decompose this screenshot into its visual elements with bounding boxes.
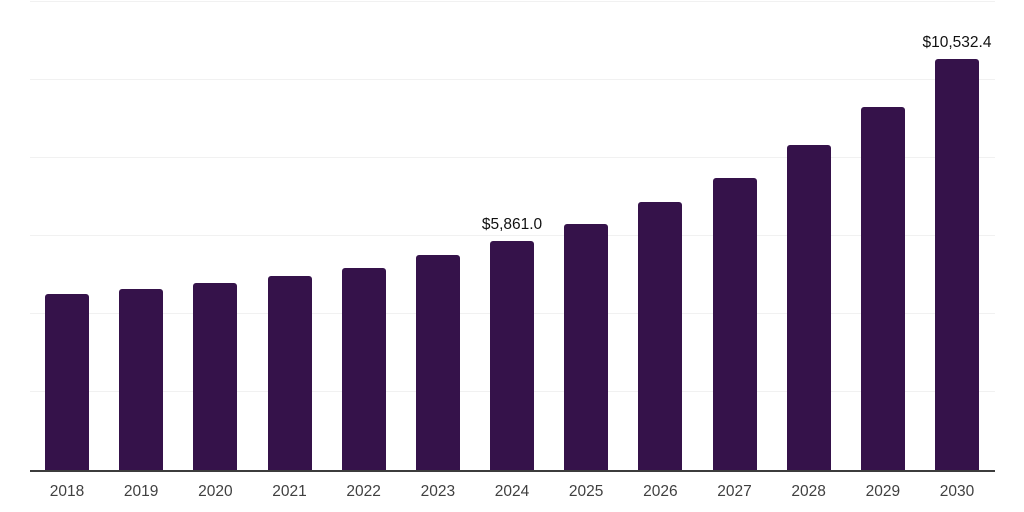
x-tick-2019: 2019 [123, 483, 159, 500]
gridline-8000 [30, 157, 995, 158]
x-tick-2024: 2024 [494, 483, 530, 500]
bar-2028 [786, 145, 831, 470]
data-label-2030: $10,532.4 [922, 34, 992, 52]
bar-2029 [860, 106, 905, 470]
bar-2020 [193, 283, 238, 470]
bar-2018 [45, 294, 89, 470]
x-tick-2020: 2020 [198, 483, 233, 500]
data-label-2024: $5,861.0 [481, 216, 543, 234]
bar-2021 [267, 275, 312, 470]
x-tick-2021: 2021 [272, 483, 307, 500]
bar-2024 [490, 241, 534, 470]
x-tick-2018: 2018 [49, 483, 85, 500]
gridline-6000 [30, 235, 995, 236]
x-tick-2022: 2022 [346, 483, 381, 500]
x-tick-2023: 2023 [420, 483, 456, 500]
plot-area: $5,861.0 $10,532.4 [30, 1, 995, 472]
bar-2030 [935, 59, 979, 470]
bar-2022 [341, 267, 386, 470]
x-tick-2030: 2030 [939, 483, 975, 500]
bar-2027 [712, 177, 757, 470]
bar-2025 [564, 223, 609, 470]
x-tick-2027: 2027 [717, 483, 752, 500]
x-tick-2028: 2028 [791, 483, 826, 500]
bar-2026 [638, 202, 683, 470]
bar-2019 [119, 289, 164, 470]
x-tick-2029: 2029 [865, 483, 901, 500]
x-tick-2025: 2025 [568, 483, 604, 500]
x-tick-2026: 2026 [643, 483, 678, 500]
gridline-12000 [30, 1, 995, 2]
bar-2023 [415, 254, 460, 470]
gridline-10000 [30, 79, 995, 80]
